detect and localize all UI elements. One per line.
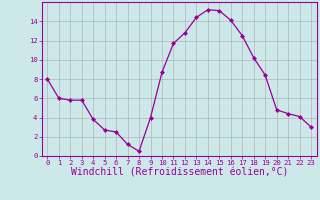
X-axis label: Windchill (Refroidissement éolien,°C): Windchill (Refroidissement éolien,°C) bbox=[70, 168, 288, 178]
